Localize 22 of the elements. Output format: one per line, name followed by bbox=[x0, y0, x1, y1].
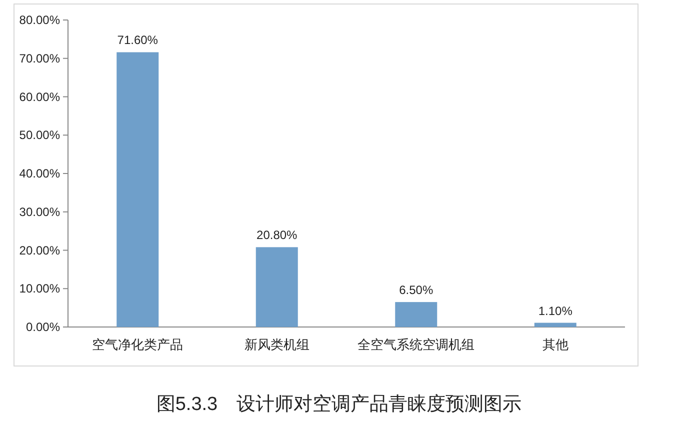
x-tick-label: 新风类机组 bbox=[244, 337, 310, 352]
data-label: 1.10% bbox=[538, 304, 573, 318]
y-tick-label: 0.00% bbox=[26, 320, 60, 334]
bar bbox=[256, 247, 298, 327]
x-tick-label: 空气净化类产品 bbox=[92, 337, 184, 352]
x-tick-label: 其他 bbox=[542, 337, 568, 352]
y-tick-label: 20.00% bbox=[19, 243, 60, 258]
bar bbox=[395, 302, 438, 327]
y-tick-label: 30.00% bbox=[19, 204, 60, 219]
y-tick-label: 50.00% bbox=[19, 128, 60, 142]
y-tick-label: 70.00% bbox=[19, 51, 60, 66]
text: 图5.3.3 设计师对空调产品青睐度预测图示 bbox=[156, 393, 522, 415]
x-tick-label: 全空气系统空调机组 bbox=[358, 337, 475, 352]
bar bbox=[534, 322, 576, 327]
y-tick-label: 80.00% bbox=[19, 13, 60, 27]
y-tick-label: 60.00% bbox=[19, 90, 60, 104]
data-label: 20.80% bbox=[256, 228, 298, 242]
data-label: 71.60% bbox=[117, 33, 158, 48]
y-tick-label: 40.00% bbox=[19, 166, 60, 180]
data-label: 6.50% bbox=[399, 283, 434, 298]
y-tick-label: 10.00% bbox=[19, 282, 60, 296]
bar bbox=[116, 52, 159, 327]
